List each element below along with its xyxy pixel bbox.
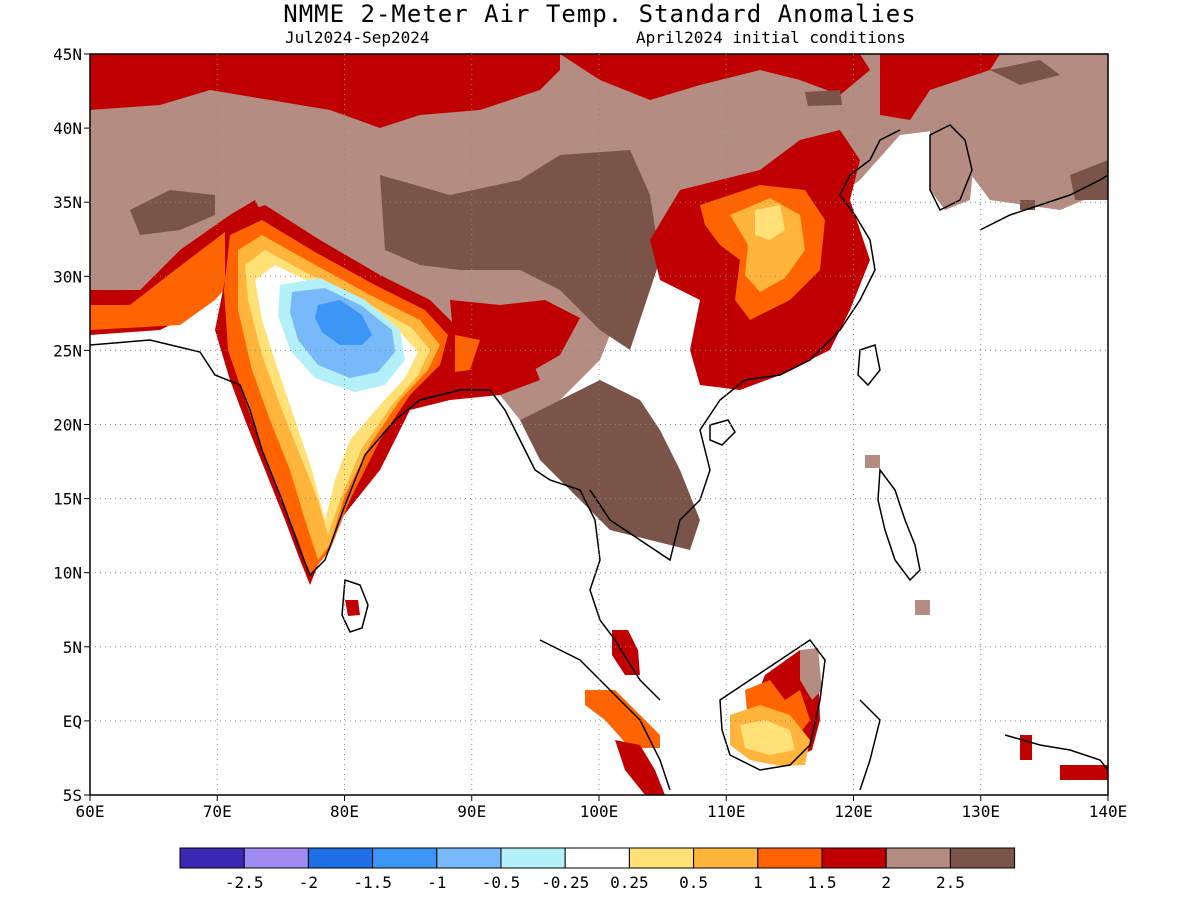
colorbar-swatch [885,847,951,869]
anomaly-region [585,690,660,748]
anomaly-region [520,380,700,550]
anomaly-region [130,190,215,235]
colorbar-label: 0.5 [679,873,708,892]
colorbar-label: -1 [427,873,446,892]
y-tick-label: 25N [53,341,82,360]
latitude-axis: 45N 40N 35N 30N 25N 20N 15N 10N 5N EQ 5S [53,45,90,805]
anomaly-region [315,300,372,345]
y-tick-label: 5S [63,786,82,805]
anomaly-region [915,600,930,615]
anomaly-region [880,54,1000,120]
anomaly-region [740,720,795,755]
colorbar-label: 2 [881,873,891,892]
y-tick-label: 35N [53,193,82,212]
colorbar-swatch [821,847,887,869]
colorbar-label: 1.5 [808,873,837,892]
map-title: NMME 2-Meter Air Temp. Standard Anomalie… [283,0,917,28]
colorbar-swatch [564,847,630,869]
anomaly-region [1060,765,1108,780]
y-tick-label: 5N [63,638,82,657]
y-tick-label: 45N [53,45,82,64]
anomaly-region [560,54,870,100]
colorbar-swatch [436,847,502,869]
anomaly-region [930,120,975,210]
x-tick-label: 120E [834,802,873,821]
anomaly-region [1020,735,1032,760]
x-tick-label: 100E [580,802,619,821]
x-tick-label: 90E [457,802,486,821]
anomaly-region [612,630,640,675]
colorbar-label: 2.5 [936,873,965,892]
x-tick-label: 110E [707,802,746,821]
colorbar-label: -0.25 [541,873,589,892]
colorbar-label: 0.25 [610,873,649,892]
anomaly-region [730,198,805,292]
valid-period: Jul2024-Sep2024 [285,28,430,47]
y-tick-label: EQ [63,712,82,731]
colorbar-swatch [757,847,823,869]
initial-conditions: April2024 initial conditions [636,28,906,47]
x-tick-label: 60E [76,802,105,821]
anomaly-region [800,648,822,700]
colorbar-label: -2.5 [225,873,264,892]
colorbar-label: 1 [753,873,763,892]
colorbar-swatch [372,847,438,869]
coastlines [90,124,1108,791]
colorbar-swatch [243,847,309,869]
anomaly-region [805,90,842,106]
anomaly-region [455,335,480,372]
anomaly-region [90,225,250,330]
anomaly-region [865,455,880,468]
colorbar-swatch [949,847,1016,869]
anomaly-field [90,54,1108,795]
y-tick-label: 15N [53,490,82,509]
anomaly-region [380,150,660,350]
colorbar: -2.5 -2 -1.5 -1 -0.5 -0.25 0.25 0.5 1 1.5 2 2.5 [179,847,1016,892]
anomaly-region [450,300,580,395]
colorbar-swatch [693,847,759,869]
anomaly-region [615,740,665,795]
colorbar-label: -0.5 [482,873,521,892]
colorbar-swatch [500,847,566,869]
colorbar-label: -1.5 [353,873,392,892]
y-tick-label: 40N [53,119,82,138]
y-tick-label: 10N [53,564,82,583]
anomaly-region [990,60,1060,85]
colorbar-label: -2 [299,873,318,892]
colorbar-swatch [179,847,245,869]
longitude-axis: 60E 70E 80E 90E 100E 110E 120E 130E 140E [76,795,1128,821]
lat-lon-grid [90,54,1108,795]
colorbar-swatch [628,847,695,869]
anomaly-region [755,205,785,240]
x-tick-label: 80E [330,802,359,821]
x-tick-label: 130E [961,802,1000,821]
y-tick-label: 20N [53,416,82,435]
x-tick-label: 70E [203,802,232,821]
anomaly-region [90,54,560,128]
y-tick-label: 30N [53,267,82,286]
colorbar-swatch [307,847,374,869]
x-tick-label: 140E [1089,802,1128,821]
anomaly-region [345,600,360,616]
